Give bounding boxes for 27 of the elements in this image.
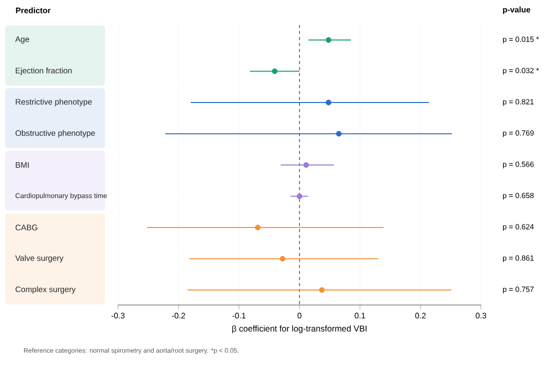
- text: p-value: [503, 6, 530, 14]
- point: [326, 37, 332, 43]
- point: [272, 68, 278, 74]
- x-tick-label: 0.1: [354, 312, 366, 318]
- point: [326, 100, 332, 106]
- point: [280, 256, 286, 262]
- y-tick-label: Restrictive phenotype: [16, 98, 92, 106]
- y-tick-label: Ejection fraction: [16, 68, 72, 75]
- x-tick-label: 0.2: [415, 312, 426, 318]
- point: [319, 287, 325, 293]
- x-tick-label: 0: [298, 312, 302, 318]
- point: [254, 224, 261, 230]
- y-tick-label: CABG: [16, 224, 38, 230]
- point: [296, 193, 302, 200]
- x-axis-title: β coefficient for log-transformed VBI: [232, 325, 366, 334]
- x-tick-label: -0.1: [232, 312, 246, 318]
- x-tick-label: -0.3: [111, 312, 125, 318]
- text: Predictor: [16, 7, 51, 14]
- y-tick-label: BMI: [16, 162, 29, 168]
- x-tick-label: -0.2: [172, 312, 185, 318]
- y-tick-label: Valve surgery: [15, 255, 64, 262]
- y-tick-label: Obstructive phenotype: [16, 130, 95, 138]
- point: [303, 162, 309, 168]
- y-tick-label: Complex surgery: [16, 286, 76, 294]
- y-tick-label: Age: [15, 36, 30, 44]
- x-tick-label: 0.3: [476, 312, 486, 318]
- point: [336, 130, 342, 137]
